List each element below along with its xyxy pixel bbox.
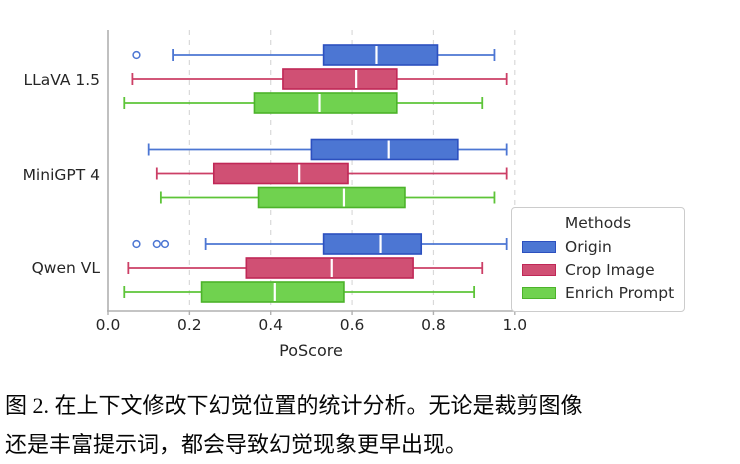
legend-swatch-enrich-prompt [522,286,556,299]
outlier-point [132,239,141,249]
box [310,138,459,161]
box [200,281,345,303]
legend-swatch-origin [522,240,556,253]
legend-label-crop-image: Crop Image [565,260,655,279]
legend-label-enrich-prompt: Enrich Prompt [565,283,675,302]
figure-caption-line-2: 还是丰富提示词，都会导致幻觉现象更早出现。 [5,432,468,457]
legend-item-origin: Origin [518,235,678,258]
legend: Methods Origin Crop Image Enrich Prompt [511,207,685,312]
box [257,186,406,209]
box [245,257,414,279]
outlier-point [132,50,141,60]
legend-swatch-crop-image [522,263,556,276]
figure-caption-line-1: 图 2. 在上下文修改下幻觉位置的统计分析。无论是裁剪图像 [5,393,583,418]
x-tick-label: 0.0 [95,316,121,334]
legend-item-crop-image: Crop Image [518,258,678,281]
x-tick-label: 0.4 [258,316,284,334]
box [212,162,349,185]
box [322,233,423,255]
x-tick-label: 0.2 [177,316,202,334]
legend-title: Methods [564,214,632,232]
legend-item-enrich-prompt: Enrich Prompt [518,281,678,304]
y-label-minigpt: MiniGPT 4 [22,166,100,184]
y-label-llava: LLaVA 1.5 [23,71,100,89]
x-axis-label: PoScore [279,341,343,360]
box [322,44,439,66]
box [282,68,398,90]
x-tick-label: 0.6 [339,316,365,334]
figure-caption: 图 2. 在上下文修改下幻觉位置的统计分析。无论是裁剪图像 还是丰富提示词，都会… [5,386,737,464]
box [253,92,398,114]
outlier-point [152,239,161,249]
x-tick-label: 1.0 [502,316,528,334]
y-label-qwen: Qwen VL [31,259,100,277]
x-tick-label: 0.8 [421,316,446,334]
legend-label-origin: Origin [565,237,612,256]
boxplot-chart [107,30,527,315]
outlier-point [160,239,170,249]
